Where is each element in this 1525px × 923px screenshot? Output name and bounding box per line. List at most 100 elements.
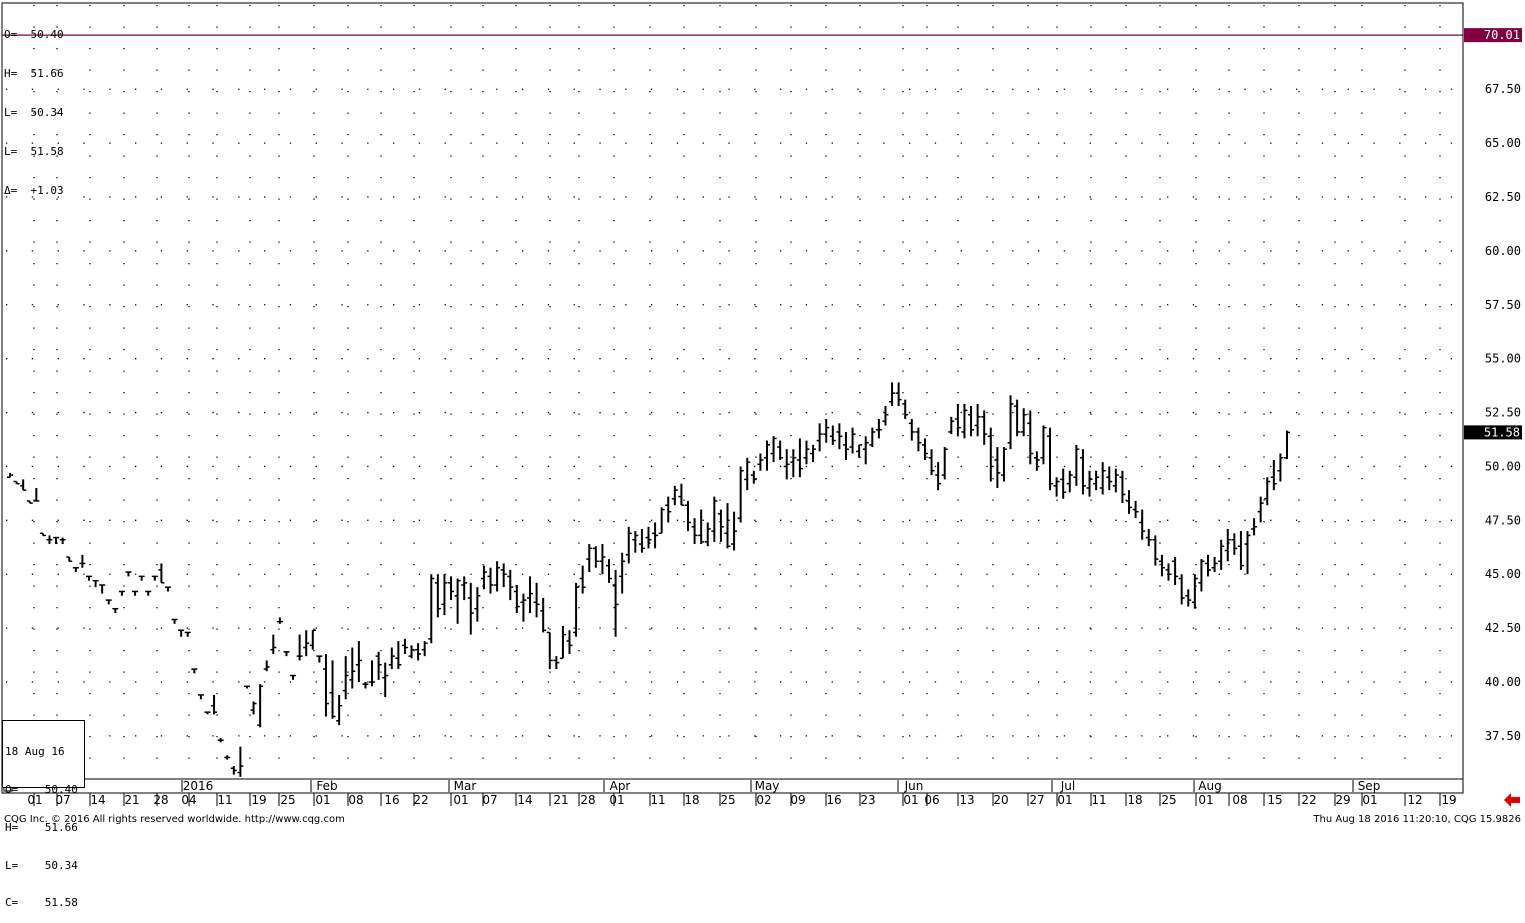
- ohlc-bar: [553, 656, 560, 670]
- month-tick-label: Jun: [904, 779, 924, 793]
- ohlc-bar: [790, 449, 797, 478]
- ohlc-bar: [349, 647, 356, 689]
- ohlc-bar: [1132, 500, 1139, 519]
- ohlc-bar: [382, 662, 389, 698]
- ohlc-bar: [467, 582, 474, 635]
- day-tick-label: 07: [55, 793, 70, 807]
- ohlc-bar: [1264, 477, 1271, 506]
- day-tick-label: 11: [650, 793, 665, 807]
- databox-open: O= 50.40: [5, 782, 78, 796]
- ohlc-bar: [1224, 528, 1231, 562]
- ohlc-bar: [211, 694, 218, 715]
- ohlc-bar: [448, 576, 455, 601]
- ohlc-bar: [638, 528, 645, 553]
- ohlc-legend: O= 50.40 H= 51.66 L= 50.34 L= 51.58 Δ= +…: [4, 2, 64, 210]
- day-tick-label: 25: [1161, 793, 1176, 807]
- ohlc-bar: [46, 535, 53, 545]
- ohlc-bar: [138, 575, 145, 581]
- ohlc-bar: [750, 470, 757, 484]
- ohlc-bar: [935, 462, 942, 491]
- ohlc-bar: [895, 382, 902, 407]
- ohlc-bar: [671, 485, 678, 506]
- ohlc-bar: [632, 531, 639, 553]
- ohlc-bar: [461, 576, 468, 601]
- ohlc-bar: [533, 582, 540, 618]
- day-tick-label: 25: [720, 793, 735, 807]
- ohlc-bar: [546, 631, 553, 670]
- ohlc-bar: [619, 552, 626, 594]
- price-tick-label: 50.00: [1485, 459, 1521, 473]
- ohlc-bar: [882, 406, 889, 426]
- ohlc-bar: [369, 660, 376, 687]
- ohlc-bar: [1284, 430, 1290, 460]
- ohlc-bar: [480, 565, 487, 590]
- ohlc-bar: [586, 544, 593, 573]
- ohlc-bar: [487, 567, 494, 594]
- ohlc-bar: [862, 436, 869, 465]
- ohlc-bar: [1237, 531, 1244, 570]
- ohlc-bar: [474, 587, 481, 622]
- ohlc-bar: [1244, 531, 1251, 575]
- ohlc-bar: [507, 569, 514, 601]
- ohlc-bar: [777, 440, 784, 460]
- ohlc-bar: [889, 382, 896, 407]
- day-tick-label: 12: [1407, 793, 1422, 807]
- ohlc-bar: [290, 674, 297, 680]
- ohlc-bar: [79, 554, 86, 568]
- ohlc-bar: [217, 738, 224, 743]
- ohlc-bar: [428, 574, 435, 644]
- ohlc-bar: [500, 563, 507, 588]
- cursor-databox: 18 Aug 16 O= 50.40 H= 51.66 L= 50.34 C= …: [2, 720, 85, 909]
- day-tick-label: 29: [1335, 793, 1350, 807]
- ohlc-bar: [875, 419, 882, 439]
- ohlc-bar: [1218, 539, 1225, 570]
- ohlc-bar: [197, 694, 204, 700]
- day-tick-label: 18: [684, 793, 699, 807]
- ohlc-bar: [520, 593, 527, 622]
- ohlc-bar: [224, 755, 231, 760]
- ohlc-bar: [237, 746, 244, 777]
- ohlc-bar: [171, 618, 178, 624]
- ohlc-bar: [849, 427, 856, 454]
- day-tick-label: 20: [993, 793, 1008, 807]
- month-tick-label: Aug: [1198, 779, 1221, 793]
- ohlc-bar: [13, 480, 20, 485]
- day-tick-label: 02: [756, 793, 771, 807]
- ohlc-bar: [112, 607, 119, 614]
- last-price-badge: [1464, 425, 1522, 440]
- ohlc-bar: [421, 641, 428, 657]
- ohlc-bar: [658, 507, 665, 535]
- ohlc-bar: [243, 685, 250, 689]
- day-tick-label: 28: [580, 793, 595, 807]
- ohlc-bar: [1231, 533, 1238, 555]
- ohlc-bar: [118, 590, 125, 596]
- ohlc-bar: [684, 500, 691, 532]
- ohlc-bar: [599, 544, 606, 575]
- ohlc-bar: [283, 651, 290, 657]
- ohlc-bar: [388, 647, 395, 670]
- day-tick-label: 01: [27, 793, 42, 807]
- databox-date: 18 Aug 16: [5, 745, 65, 759]
- price-tick-label: 40.00: [1485, 675, 1521, 689]
- day-tick-label: 11: [1091, 793, 1106, 807]
- day-tick-label: 01: [903, 793, 918, 807]
- day-tick-label: 01: [453, 793, 468, 807]
- day-tick-label: 14: [90, 793, 105, 807]
- month-tick-label: May: [755, 779, 780, 793]
- day-tick-label: 14: [517, 793, 532, 807]
- ohlc-bar: [869, 427, 876, 448]
- price-chart: 70.01 51.58 37.50 40.00 42.50 45.00 47.50 50.0…: [1, 2, 1522, 807]
- day-tick-label: 25: [280, 793, 295, 807]
- day-tick-label: 19: [251, 793, 266, 807]
- ohlc-bar: [540, 597, 547, 633]
- day-tick-label: 07: [482, 793, 497, 807]
- red-left-arrow-icon[interactable]: [1503, 792, 1521, 808]
- ohlc-bar: [145, 590, 152, 596]
- ohlc-bar: [711, 496, 718, 542]
- ohlc-bar: [994, 447, 1001, 488]
- ohlc-bar: [1191, 574, 1198, 609]
- ohlc-bar: [678, 483, 685, 506]
- ohlc-bar: [987, 427, 994, 482]
- ohlc-bar: [33, 488, 40, 502]
- time-axis[interactable]: 01 07 14 21 28 04 11 19 25 01 08 16 22 01 07 14 21 28 01 11…: [3, 779, 1457, 807]
